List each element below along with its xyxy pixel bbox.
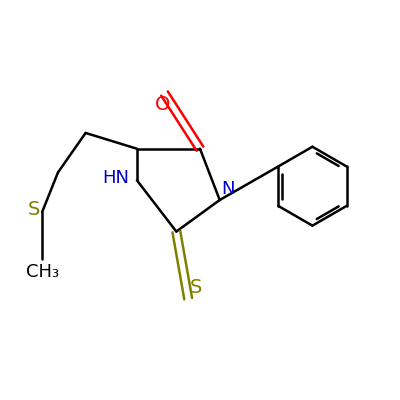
Text: S: S bbox=[190, 278, 202, 297]
Text: CH₃: CH₃ bbox=[26, 263, 59, 281]
Text: O: O bbox=[155, 96, 170, 114]
Text: N: N bbox=[222, 180, 235, 198]
Text: HN: HN bbox=[102, 169, 129, 187]
Text: S: S bbox=[28, 200, 40, 219]
